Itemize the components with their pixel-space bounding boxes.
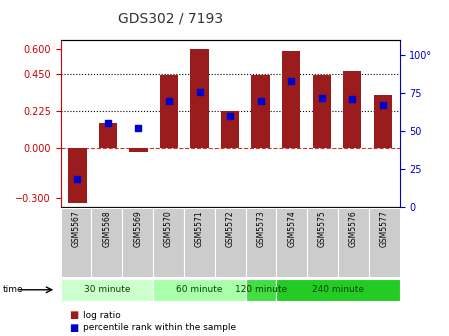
Point xyxy=(196,89,203,94)
Point xyxy=(226,113,233,119)
Point xyxy=(104,121,111,126)
Bar xyxy=(374,95,392,149)
Point xyxy=(257,98,264,103)
Text: GSM5567: GSM5567 xyxy=(71,210,80,247)
Text: ■: ■ xyxy=(70,310,79,320)
Point xyxy=(318,95,326,100)
Text: GDS302 / 7193: GDS302 / 7193 xyxy=(118,12,223,26)
Bar xyxy=(343,71,361,149)
Point xyxy=(74,177,81,182)
Text: 120 minute: 120 minute xyxy=(235,285,287,294)
Bar xyxy=(221,111,239,149)
Bar xyxy=(282,51,300,149)
Text: ■: ■ xyxy=(70,323,79,333)
Point xyxy=(349,97,356,102)
Text: GSM5573: GSM5573 xyxy=(256,210,265,247)
Text: GSM5575: GSM5575 xyxy=(318,210,327,247)
Point xyxy=(135,125,142,131)
Bar xyxy=(251,75,270,149)
Text: time: time xyxy=(2,285,23,294)
Bar xyxy=(68,149,87,203)
Bar xyxy=(160,75,178,149)
Text: percentile rank within the sample: percentile rank within the sample xyxy=(83,323,236,332)
Text: 240 minute: 240 minute xyxy=(312,285,364,294)
Text: GSM5574: GSM5574 xyxy=(287,210,296,247)
Text: GSM5569: GSM5569 xyxy=(133,210,142,247)
Bar xyxy=(190,49,209,149)
Text: log ratio: log ratio xyxy=(83,311,121,320)
Text: GSM5570: GSM5570 xyxy=(164,210,173,247)
Text: 60 minute: 60 minute xyxy=(176,285,223,294)
Text: GSM5577: GSM5577 xyxy=(380,210,389,247)
Text: GSM5571: GSM5571 xyxy=(195,210,204,247)
Text: GSM5568: GSM5568 xyxy=(102,210,111,247)
Point xyxy=(379,103,387,108)
Bar xyxy=(313,75,331,149)
Text: 30 minute: 30 minute xyxy=(84,285,130,294)
Text: GSM5576: GSM5576 xyxy=(349,210,358,247)
Bar xyxy=(99,124,117,149)
Point xyxy=(288,79,295,84)
Point xyxy=(165,98,172,103)
Text: GSM5572: GSM5572 xyxy=(225,210,235,247)
Bar xyxy=(129,149,148,152)
